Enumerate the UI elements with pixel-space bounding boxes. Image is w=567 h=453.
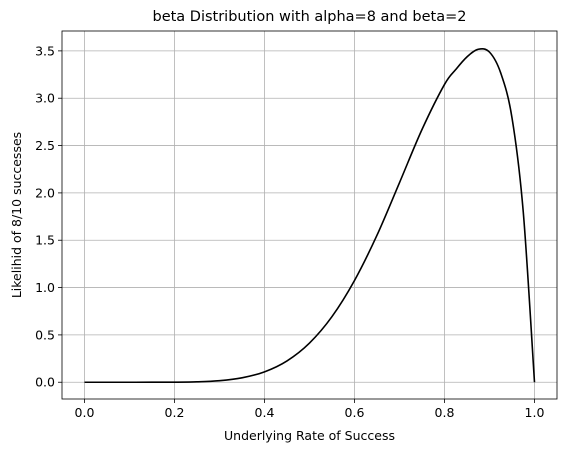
y-tick-label: 0.5 xyxy=(35,327,55,342)
y-tick-label: 1.0 xyxy=(35,280,55,295)
chart-title: beta Distribution with alpha=8 and beta=… xyxy=(152,9,466,25)
x-tick-label: 0.4 xyxy=(255,405,275,420)
series-line xyxy=(84,47,536,384)
y-tick-label: 2.0 xyxy=(35,185,55,200)
x-tick-label: 1.0 xyxy=(525,405,545,420)
axis-ticks: 0.0 0.2 0.4 0.6 0.8 1.0 0.0 0.5 1.0 1.5 2.0 2.5 3.0 3… xyxy=(35,43,544,420)
x-tick-label: 0.0 xyxy=(75,405,95,420)
x-tick-label: 0.8 xyxy=(435,405,455,420)
series-layer xyxy=(84,47,536,384)
y-tick-label: 0.0 xyxy=(35,375,55,390)
y-tick-label: 1.5 xyxy=(35,233,55,248)
y-tick-label: 3.5 xyxy=(35,43,55,58)
y-tick-label: 2.5 xyxy=(35,138,55,153)
y-tick-label: 3.0 xyxy=(35,91,55,106)
x-tick-label: 0.6 xyxy=(345,405,365,420)
x-axis-label: Underlying Rate of Success xyxy=(224,428,395,443)
y-axis-label: Likelihid of 8/10 successes xyxy=(9,132,24,298)
x-tick-label: 0.2 xyxy=(165,405,185,420)
plot-frame xyxy=(61,30,558,400)
